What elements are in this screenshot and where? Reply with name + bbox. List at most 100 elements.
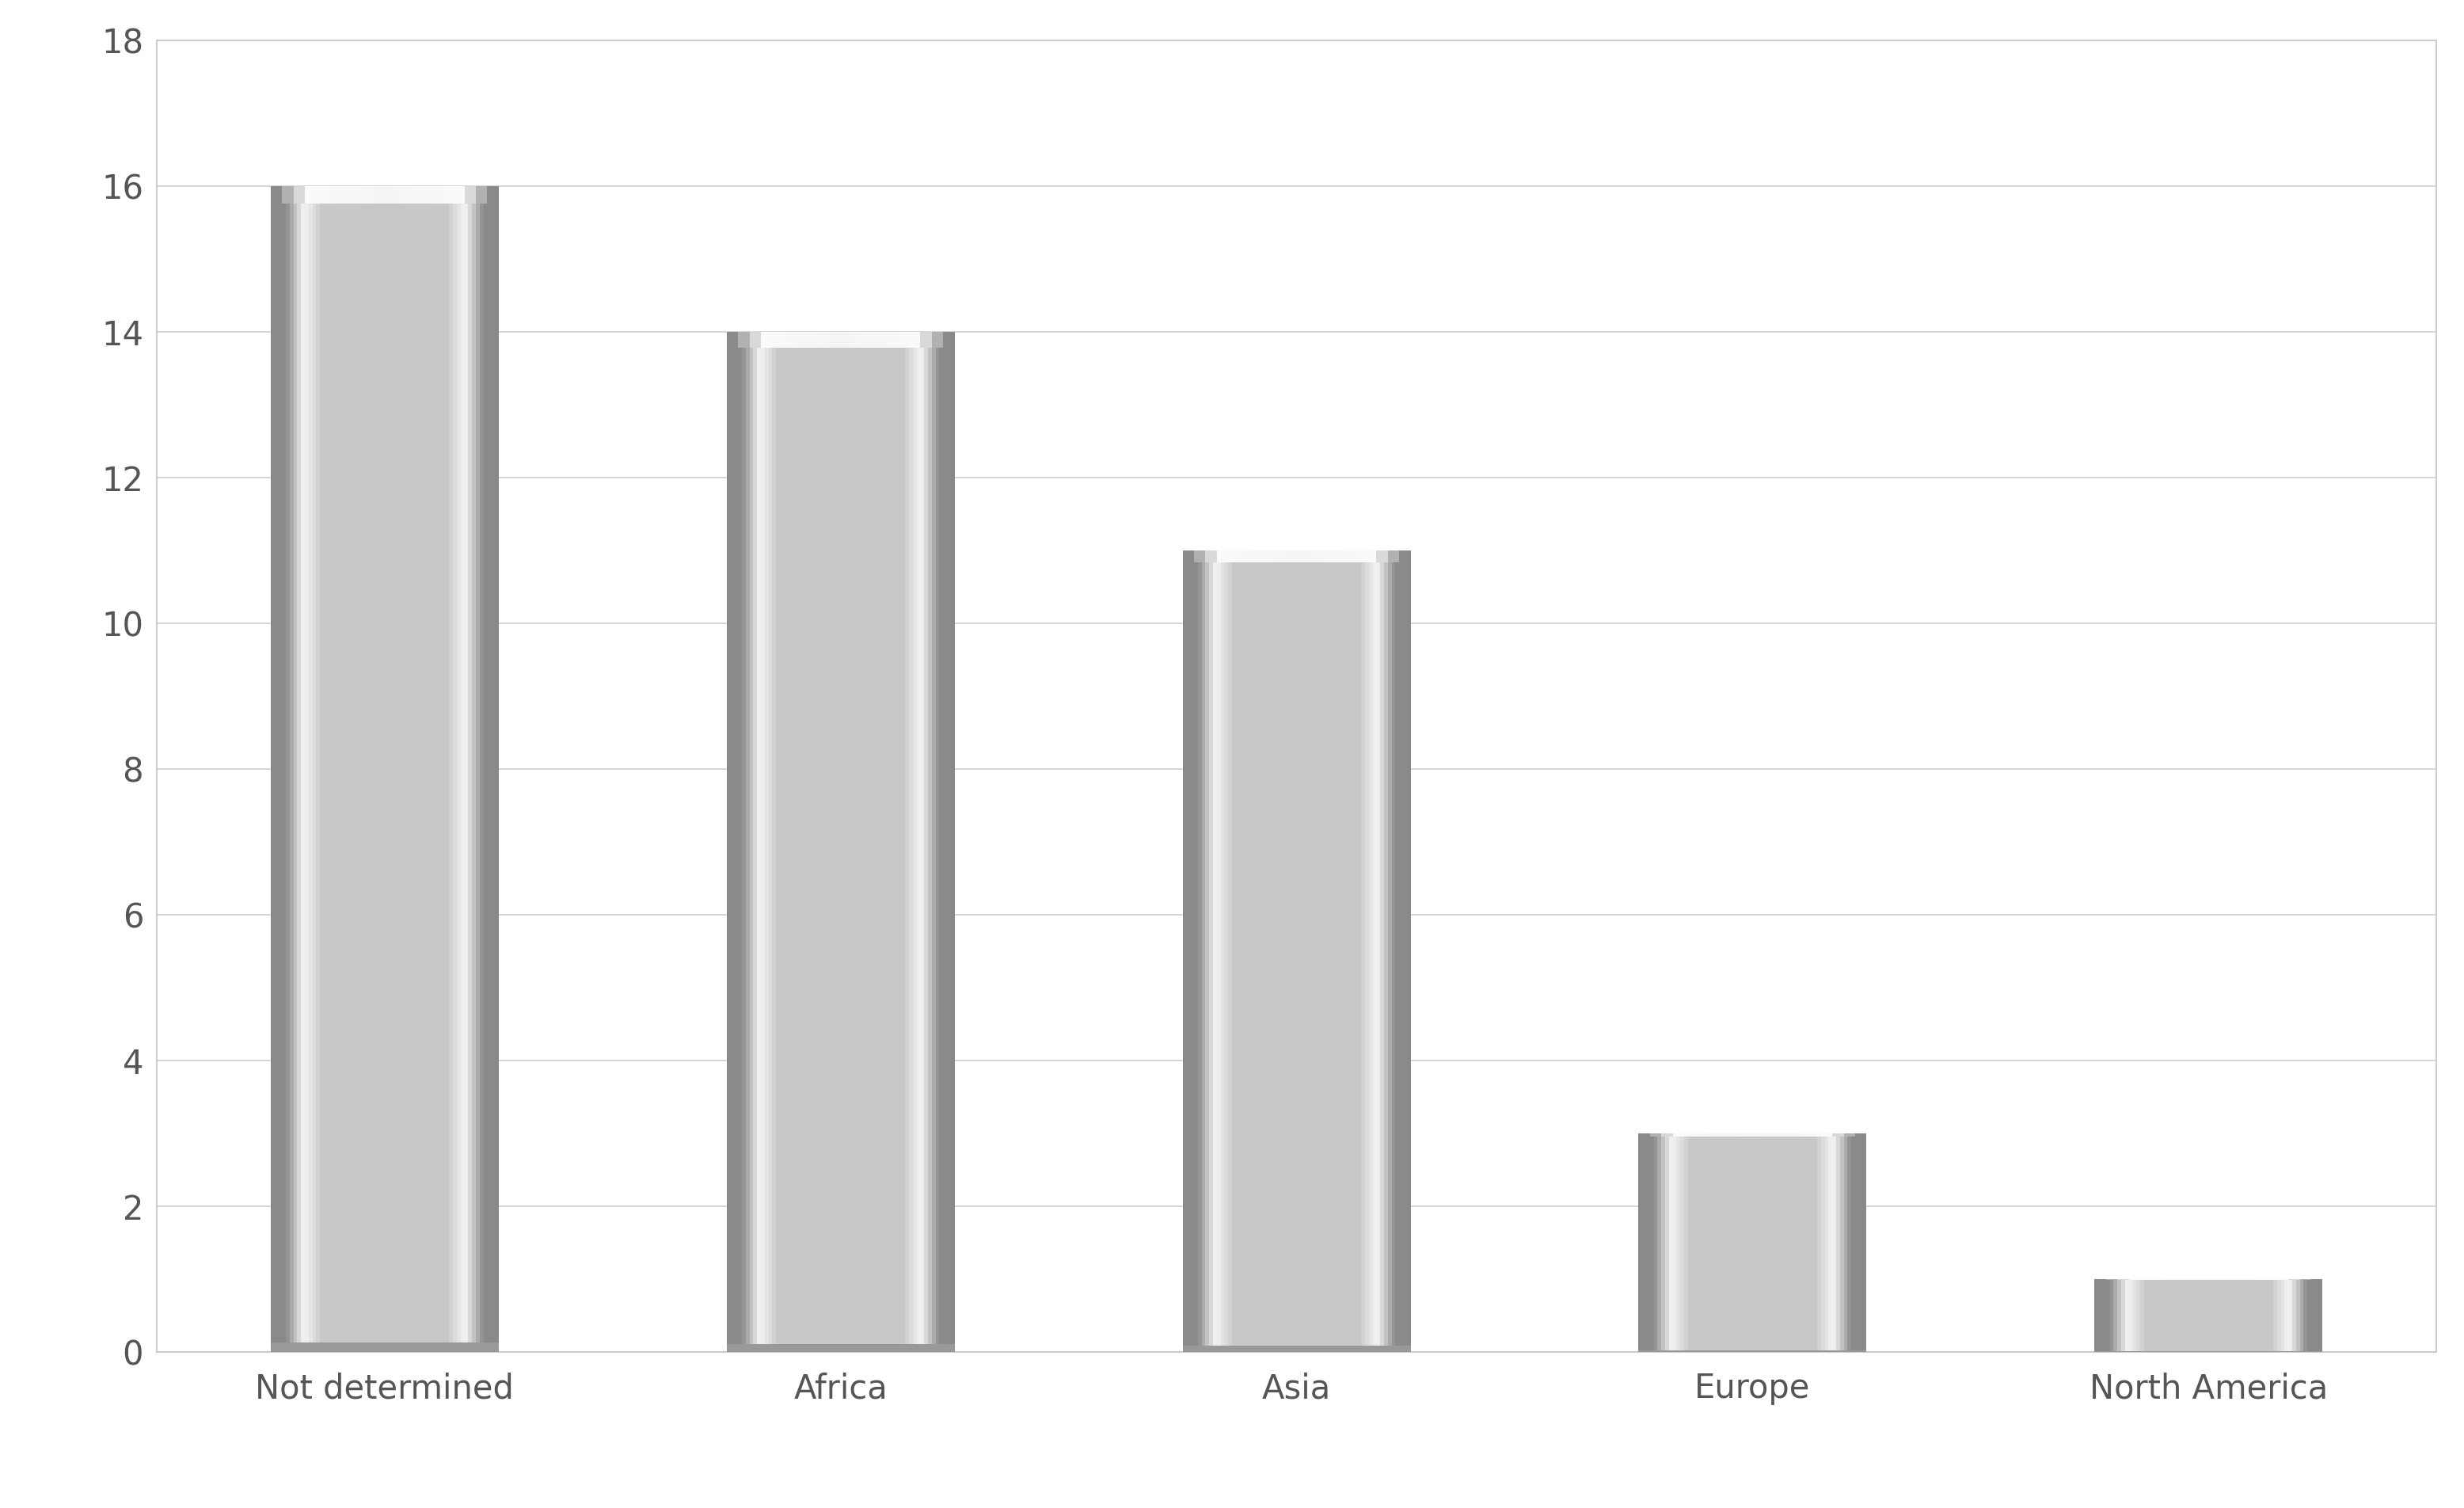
Bar	[1673, 1134, 1676, 1353]
Bar	[887, 332, 890, 1353]
Bar	[1710, 1134, 1715, 1353]
Bar	[2274, 1279, 2277, 1353]
Bar	[476, 187, 488, 204]
Bar	[1252, 550, 1262, 562]
Bar	[897, 332, 902, 1353]
Bar	[1833, 1134, 1836, 1353]
Bar	[306, 187, 308, 1353]
Bar	[2213, 1279, 2215, 1353]
Bar	[1296, 550, 1308, 562]
Bar	[1836, 1134, 1841, 1353]
Bar	[1816, 1134, 1821, 1353]
Bar	[727, 332, 739, 347]
Bar	[924, 332, 929, 1353]
Bar	[1680, 1134, 1685, 1353]
Bar	[1377, 550, 1387, 562]
Bar	[2257, 1279, 2262, 1353]
Bar	[1695, 1134, 1700, 1353]
Bar	[791, 332, 796, 1353]
Bar	[1331, 550, 1343, 562]
Bar	[1296, 550, 1301, 1353]
Bar	[392, 187, 397, 1353]
Bar	[1717, 1134, 1722, 1353]
Bar	[426, 187, 431, 1353]
Bar	[2205, 1279, 2208, 1353]
Bar	[882, 332, 887, 1353]
Bar	[1286, 550, 1296, 562]
Bar	[1791, 1134, 1794, 1353]
Bar	[2200, 1279, 2205, 1353]
Bar	[424, 187, 426, 1353]
Bar	[1183, 550, 1185, 1353]
Bar	[1651, 1134, 1653, 1353]
Bar	[1703, 1134, 1708, 1353]
Bar	[1212, 550, 1217, 1353]
Bar	[483, 187, 488, 1353]
Bar	[1311, 550, 1316, 1353]
Bar	[335, 187, 340, 1353]
Bar	[293, 187, 298, 1353]
Bar	[1239, 550, 1252, 562]
Bar	[2144, 1279, 2149, 1353]
Bar	[848, 332, 853, 1353]
Bar	[904, 332, 909, 1353]
Bar	[2215, 1279, 2220, 1353]
Bar	[1254, 550, 1259, 1353]
Bar	[862, 332, 867, 1353]
Bar	[328, 187, 333, 1353]
Bar	[333, 187, 335, 1353]
Bar	[779, 332, 784, 1353]
Bar	[1345, 550, 1350, 1353]
Bar	[1777, 1134, 1779, 1353]
Bar	[821, 332, 825, 1353]
Bar	[473, 187, 476, 1353]
Bar	[1742, 1134, 1745, 1353]
Bar	[362, 187, 365, 1353]
Bar	[2136, 1279, 2141, 1353]
Bar	[1786, 1134, 1791, 1353]
Bar	[1274, 550, 1286, 562]
Bar	[2227, 1279, 2232, 1353]
Bar	[1387, 550, 1392, 1353]
Bar	[727, 1344, 954, 1353]
Bar	[1658, 1134, 1661, 1353]
Bar	[747, 332, 749, 1353]
Bar	[1730, 1134, 1735, 1353]
Bar	[495, 187, 498, 1353]
Bar	[862, 332, 875, 347]
Bar	[833, 332, 838, 1353]
Bar	[1725, 1134, 1730, 1353]
Bar	[434, 187, 439, 1353]
Bar	[271, 1342, 498, 1353]
Bar	[2235, 1279, 2240, 1353]
Bar	[2149, 1279, 2151, 1353]
Bar	[1693, 1134, 1695, 1353]
Bar	[840, 332, 845, 1353]
Bar	[811, 332, 813, 1353]
Bar	[1806, 1134, 1809, 1353]
Bar	[1688, 1134, 1693, 1353]
Bar	[2296, 1279, 2299, 1353]
Bar	[784, 332, 788, 1353]
Bar	[1286, 550, 1289, 1353]
Bar	[1742, 1134, 1752, 1137]
Bar	[2156, 1279, 2158, 1353]
Bar	[490, 187, 495, 1353]
Bar	[1786, 1134, 1799, 1137]
Bar	[1833, 1134, 1843, 1137]
Bar	[2282, 1279, 2284, 1353]
Bar	[2223, 1279, 2227, 1353]
Bar	[1821, 1134, 1826, 1353]
Bar	[342, 187, 347, 1353]
Bar	[830, 332, 833, 1353]
Bar	[278, 187, 281, 1353]
Bar	[1653, 1134, 1658, 1353]
Bar	[2129, 1279, 2131, 1353]
Bar	[875, 332, 887, 347]
Bar	[796, 332, 798, 1353]
Bar	[357, 187, 362, 1353]
Bar	[1661, 1134, 1673, 1137]
Bar	[2171, 1279, 2173, 1353]
Bar	[1331, 550, 1335, 1353]
Bar	[1400, 550, 1402, 1353]
